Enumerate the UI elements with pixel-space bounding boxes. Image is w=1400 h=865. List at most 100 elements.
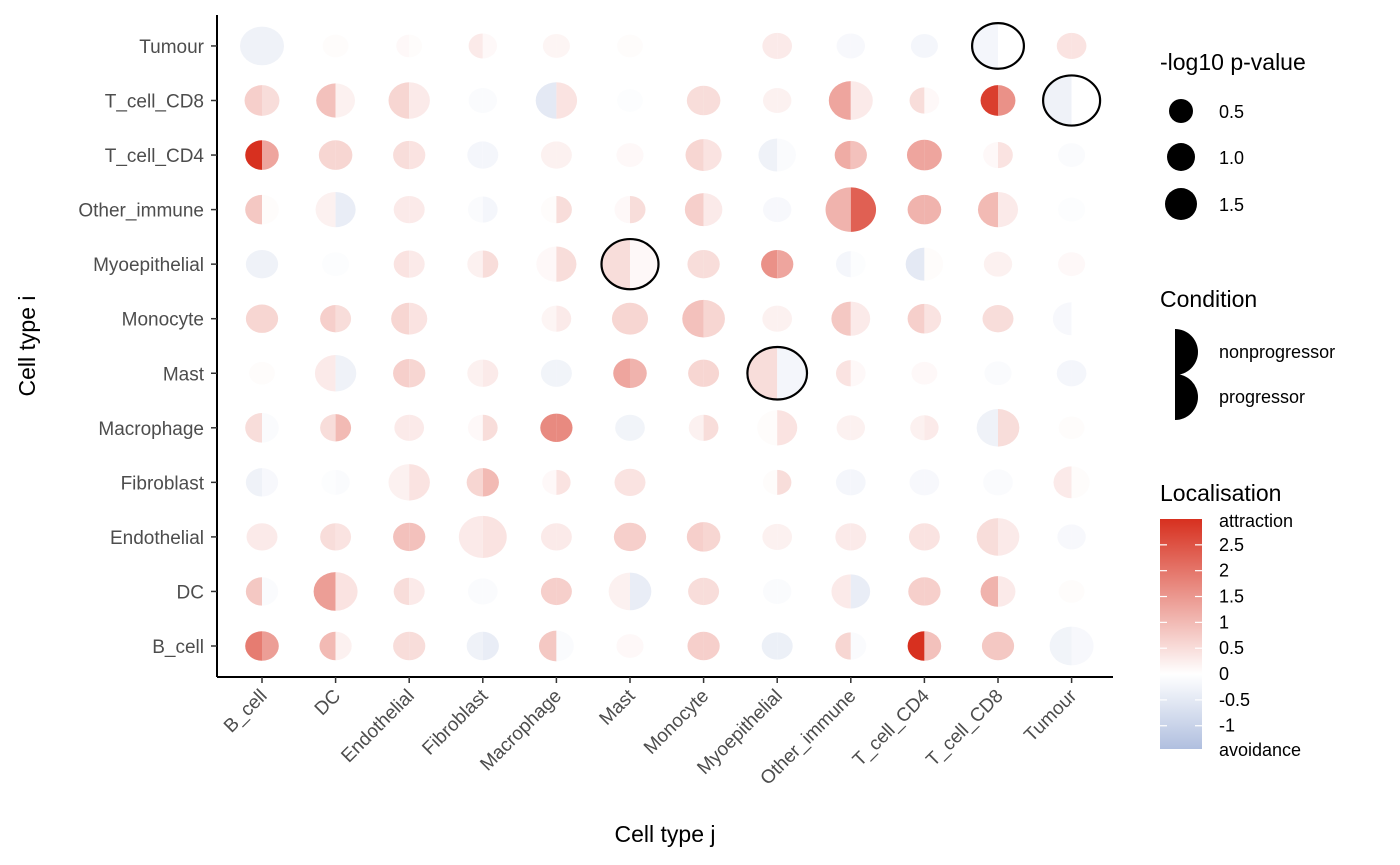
half-progressor xyxy=(998,409,1020,447)
half-progressor xyxy=(409,195,425,224)
half-nonprogressor xyxy=(757,410,778,446)
cell-mark-T_cell_CD8-Monocyte xyxy=(686,85,721,116)
half-nonprogressor xyxy=(1056,360,1072,387)
half-progressor xyxy=(924,87,940,114)
half-progressor xyxy=(850,251,866,278)
half-nonprogressor xyxy=(614,195,630,224)
half-progressor xyxy=(262,413,279,443)
cell-mark-Myoepithelial-B_cell xyxy=(245,249,279,279)
half-progressor xyxy=(998,631,1015,661)
half-nonprogressor xyxy=(601,239,630,290)
half-progressor xyxy=(630,89,643,112)
half-nonprogressor xyxy=(983,251,998,277)
half-progressor xyxy=(998,576,1016,607)
half-nonprogressor xyxy=(393,631,410,661)
half-nonprogressor xyxy=(984,361,998,386)
cell-mark-Myoepithelial-Tumour xyxy=(1058,252,1086,277)
half-progressor xyxy=(1071,143,1086,167)
y-tick-label: T_cell_CD4 xyxy=(105,146,205,167)
half-progressor xyxy=(556,523,572,551)
cell-mark-Mast-Macrophage xyxy=(540,359,572,387)
half-progressor xyxy=(482,33,497,59)
cell-mark-Tumour-Other_immune xyxy=(836,33,865,59)
half-nonprogressor xyxy=(835,251,851,278)
cell-mark-B_cell-T_cell_CD8 xyxy=(981,631,1015,661)
half-progressor xyxy=(850,33,865,59)
cell-mark-Other_immune-B_cell xyxy=(245,194,279,225)
cell-mark-Fibroblast-Myoepithelial xyxy=(763,469,792,495)
half-progressor xyxy=(777,138,796,172)
cell-mark-Mast-T_cell_CD8 xyxy=(984,361,1012,386)
half-nonprogressor xyxy=(616,143,630,167)
colorbar-tick-label: 2.5 xyxy=(1219,535,1244,555)
cell-mark-Macrophage-Myoepithelial xyxy=(757,410,798,446)
cell-mark-Other_immune-Endothelial xyxy=(393,195,425,224)
legend-size-dot xyxy=(1165,188,1197,220)
half-nonprogressor xyxy=(393,577,410,606)
x-tick-label: T_cell_CD8 xyxy=(922,686,1007,771)
half-progressor xyxy=(262,140,279,170)
cell-mark-Fibroblast-Tumour xyxy=(1053,466,1090,499)
half-nonprogressor xyxy=(828,81,851,120)
half-progressor xyxy=(703,577,720,606)
cell-mark-Endothelial-Macrophage xyxy=(540,523,572,551)
half-progressor xyxy=(556,195,572,224)
cell-mark-B_cell-Mast xyxy=(616,634,644,658)
half-progressor xyxy=(482,631,499,661)
cell-mark-Macrophage-Fibroblast xyxy=(467,414,498,441)
cell-mark-Macrophage-B_cell xyxy=(245,413,279,443)
cell-mark-T_cell_CD4-Myoepithelial xyxy=(758,138,796,172)
cell-mark-Myoepithelial-Myoepithelial xyxy=(761,249,794,279)
half-nonprogressor xyxy=(982,305,998,333)
half-progressor xyxy=(630,634,644,658)
cell-mark-Monocyte-Monocyte xyxy=(682,299,725,338)
half-nonprogressor xyxy=(540,195,557,224)
x-tick-label: T_cell_CD4 xyxy=(849,685,934,770)
cell-mark-B_cell-Endothelial xyxy=(393,631,426,661)
cell-mark-Mast-Mast xyxy=(613,358,647,389)
legend-colorbar: Localisation attraction avoidance 2.5 2 1.… xyxy=(1160,480,1301,760)
half-nonprogressor xyxy=(245,413,262,443)
cell-mark-Macrophage-Other_immune xyxy=(836,415,866,441)
cell-mark-B_cell-Macrophage xyxy=(538,630,574,662)
legend-condition: Condition nonprogressor progressor xyxy=(1160,286,1335,420)
x-tick-label: B_cell xyxy=(220,686,271,737)
half-nonprogressor xyxy=(388,82,410,119)
x-tick-label: DC xyxy=(311,686,345,720)
half-progressor xyxy=(482,515,507,558)
cell-mark-Fibroblast-Fibroblast xyxy=(466,468,499,497)
cell-mark-T_cell_CD4-T_cell_CD8 xyxy=(983,141,1013,169)
legend-size-label: 0.5 xyxy=(1219,102,1244,122)
half-nonprogressor xyxy=(467,359,483,387)
cell-mark-DC-T_cell_CD8 xyxy=(980,576,1016,607)
half-progressor xyxy=(1071,302,1091,336)
half-progressor xyxy=(998,469,1013,496)
half-progressor xyxy=(262,26,284,66)
half-nonprogressor xyxy=(835,523,851,551)
half-progressor xyxy=(556,246,577,282)
half-progressor xyxy=(262,304,279,333)
half-progressor xyxy=(924,194,942,225)
half-progressor xyxy=(998,85,1016,116)
half-nonprogressor xyxy=(977,191,998,228)
half-nonprogressor xyxy=(320,414,336,442)
significance-outline xyxy=(746,345,809,401)
half-nonprogressor xyxy=(980,85,998,116)
half-progressor xyxy=(262,361,275,385)
half-nonprogressor xyxy=(1043,75,1072,126)
half-nonprogressor xyxy=(835,469,851,496)
cell-mark-DC-Monocyte xyxy=(688,577,720,606)
plot-axes xyxy=(216,15,1113,678)
half-progressor xyxy=(1071,252,1086,277)
half-nonprogressor xyxy=(747,347,778,400)
half-progressor xyxy=(924,34,938,58)
half-progressor xyxy=(777,410,798,446)
half-progressor xyxy=(409,631,426,661)
cell-mark-Endothelial-Fibroblast xyxy=(458,515,507,558)
half-progressor xyxy=(630,195,646,224)
half-progressor xyxy=(630,358,647,389)
colorbar-top-label: attraction xyxy=(1219,511,1293,531)
cell-mark-Mast-Endothelial xyxy=(393,359,426,388)
cell-mark-Fibroblast-T_cell_CD4 xyxy=(909,469,940,496)
cell-mark-Tumour-Tumour xyxy=(1056,32,1087,60)
